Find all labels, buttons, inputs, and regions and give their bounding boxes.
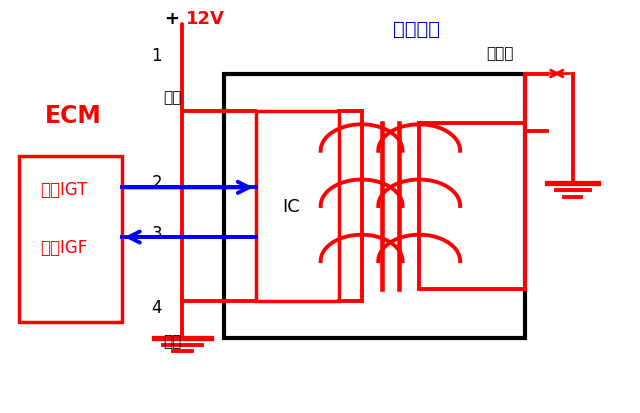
Bar — [256, 112, 339, 301]
Text: 火花塞: 火花塞 — [486, 46, 514, 61]
Text: IC: IC — [282, 197, 300, 216]
Text: 点火线圈: 点火线圈 — [392, 19, 440, 38]
Text: +: + — [164, 9, 179, 28]
Text: 12V: 12V — [186, 9, 225, 28]
Text: 1: 1 — [152, 47, 162, 65]
Text: 点火IGT: 点火IGT — [40, 181, 88, 199]
Text: 3: 3 — [152, 224, 162, 242]
Bar — [224, 74, 525, 339]
Bar — [19, 157, 122, 322]
Text: 4: 4 — [152, 299, 162, 317]
Text: 接地: 接地 — [163, 333, 182, 348]
Text: ECM: ECM — [45, 104, 102, 128]
Text: 反馈IGF: 反馈IGF — [40, 239, 88, 257]
Text: 2: 2 — [152, 173, 162, 192]
Text: 电源: 电源 — [163, 90, 182, 104]
